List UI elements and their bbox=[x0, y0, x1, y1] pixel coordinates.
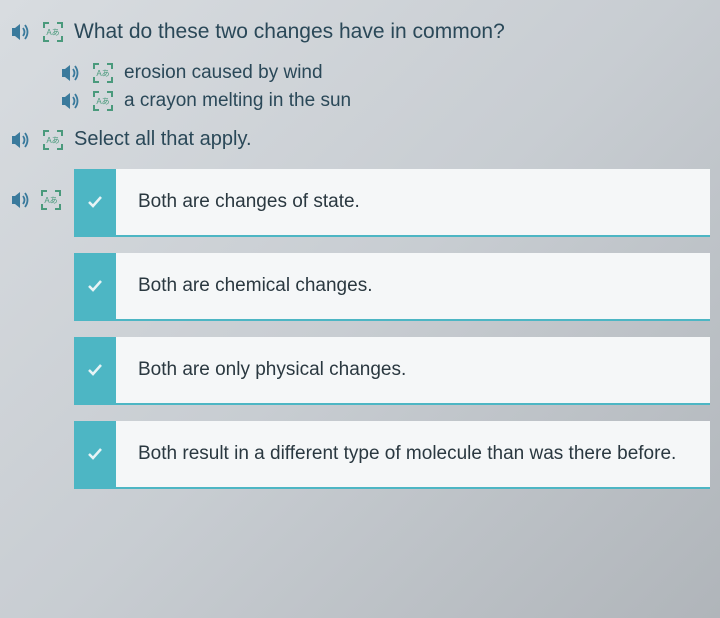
sub-item-row: Aあ erosion caused by wind bbox=[60, 62, 710, 84]
speaker-icon[interactable] bbox=[10, 190, 32, 210]
option-checkbox-tab[interactable] bbox=[74, 169, 116, 235]
sub-item-text: erosion caused by wind bbox=[124, 62, 323, 84]
expand-icon[interactable]: Aあ bbox=[42, 129, 64, 151]
options-list: Both are changes of state. Both are chem… bbox=[74, 169, 710, 489]
speaker-icon[interactable] bbox=[10, 22, 32, 42]
option-item[interactable]: Both are changes of state. bbox=[74, 169, 710, 237]
svg-text:Aあ: Aあ bbox=[46, 28, 59, 37]
option-checkbox-tab[interactable] bbox=[74, 253, 116, 319]
option-item[interactable]: Both result in a different type of molec… bbox=[74, 421, 710, 489]
option-text: Both are changes of state. bbox=[116, 169, 710, 235]
check-icon bbox=[86, 277, 104, 295]
option-text: Both are chemical changes. bbox=[116, 253, 710, 319]
option-text: Both result in a different type of molec… bbox=[116, 421, 710, 487]
speaker-icon[interactable] bbox=[60, 91, 82, 111]
svg-text:Aあ: Aあ bbox=[96, 97, 109, 106]
check-icon bbox=[86, 445, 104, 463]
svg-text:Aあ: Aあ bbox=[46, 136, 59, 145]
option-checkbox-tab[interactable] bbox=[74, 337, 116, 403]
options-icons-column: Aあ bbox=[10, 189, 62, 211]
option-item[interactable]: Both are only physical changes. bbox=[74, 337, 710, 405]
sub-item-text: a crayon melting in the sun bbox=[124, 90, 351, 112]
check-icon bbox=[86, 361, 104, 379]
expand-icon[interactable]: Aあ bbox=[40, 189, 62, 211]
expand-icon[interactable]: Aあ bbox=[92, 62, 114, 84]
question-sub-items: Aあ erosion caused by wind Aあ a crayon me… bbox=[60, 62, 710, 112]
option-item[interactable]: Both are chemical changes. bbox=[74, 253, 710, 321]
option-checkbox-tab[interactable] bbox=[74, 421, 116, 487]
sub-item-row: Aあ a crayon melting in the sun bbox=[60, 90, 710, 112]
question-main-text: What do these two changes have in common… bbox=[74, 20, 505, 44]
option-text: Both are only physical changes. bbox=[116, 337, 710, 403]
svg-text:Aあ: Aあ bbox=[44, 196, 57, 205]
svg-text:Aあ: Aあ bbox=[96, 69, 109, 78]
instruction-row: Aあ Select all that apply. bbox=[10, 128, 710, 151]
options-container: Aあ Both are changes of state. Both are c… bbox=[10, 169, 710, 489]
speaker-icon[interactable] bbox=[60, 63, 82, 83]
question-main-row: Aあ What do these two changes have in com… bbox=[10, 20, 710, 44]
instruction-text: Select all that apply. bbox=[74, 128, 252, 151]
speaker-icon[interactable] bbox=[10, 130, 32, 150]
check-icon bbox=[86, 193, 104, 211]
expand-icon[interactable]: Aあ bbox=[92, 90, 114, 112]
expand-icon[interactable]: Aあ bbox=[42, 21, 64, 43]
